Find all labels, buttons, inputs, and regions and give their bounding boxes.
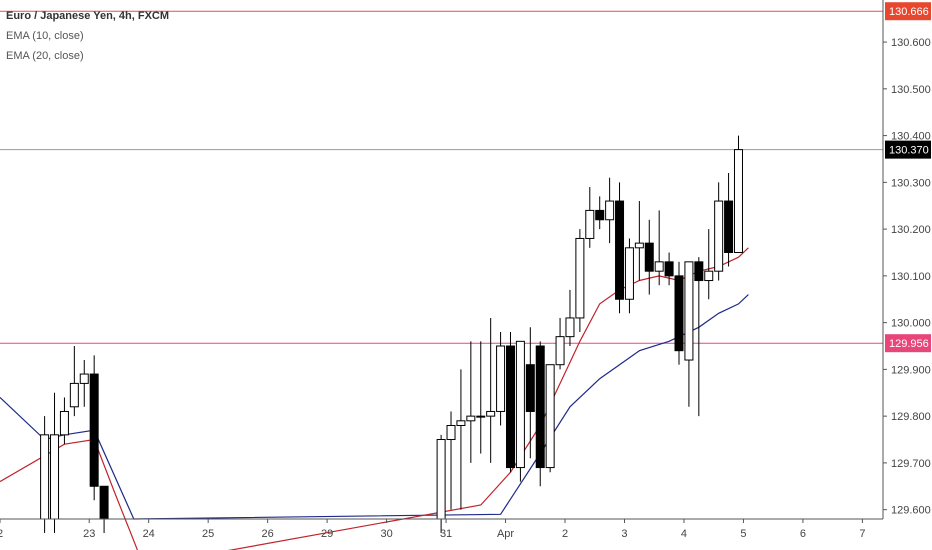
x-tick-label: 31 — [440, 528, 452, 540]
candle-body — [704, 270, 714, 282]
candle-body — [59, 410, 69, 436]
x-tick-label: 2 — [562, 528, 568, 540]
x-tick-label: 23 — [83, 528, 95, 540]
x-tick-label: Apr — [497, 528, 514, 540]
x-tick-label: 5 — [740, 528, 746, 540]
price-label-top: 130.666 — [889, 6, 929, 18]
candle-body — [50, 434, 60, 520]
candle-body — [674, 275, 684, 352]
x-tick-label: 3 — [621, 528, 627, 540]
x-tick-label: 29 — [321, 528, 333, 540]
candle-body — [714, 200, 724, 272]
x-tick-label: 4 — [681, 528, 687, 540]
y-tick-label: 130.000 — [891, 318, 931, 330]
y-tick-label: 129.900 — [891, 364, 931, 376]
candle-body — [515, 340, 525, 469]
candle-body — [69, 382, 79, 408]
candle-body — [565, 317, 575, 338]
y-tick-label: 130.400 — [891, 131, 931, 143]
candle-body — [476, 415, 486, 418]
candle-body — [694, 261, 704, 282]
candle-body — [624, 247, 634, 300]
price-label-bg-top — [885, 2, 931, 21]
y-tick-label: 130.500 — [891, 84, 931, 96]
price-label-bg-last — [885, 140, 931, 159]
x-tick-label: 6 — [800, 528, 806, 540]
candle-body — [545, 364, 555, 469]
candles — [40, 135, 743, 534]
candle-body — [466, 415, 476, 422]
legend-ema10: EMA (10, close) — [6, 30, 84, 42]
candle-body — [486, 410, 496, 417]
candle-body — [40, 434, 50, 520]
price-label-last: 130.370 — [889, 145, 929, 157]
price-label-bg-mid — [885, 334, 931, 353]
legend-ema20: EMA (20, close) — [6, 50, 84, 62]
candle-body — [555, 336, 565, 366]
x-tick-label: 25 — [202, 528, 214, 540]
x-tick-label: 26 — [262, 528, 274, 540]
candle-body — [615, 200, 625, 300]
candle-body — [79, 373, 89, 384]
candle-body — [585, 209, 595, 239]
x-tick-label: 7 — [859, 528, 865, 540]
candle-body — [605, 200, 615, 221]
candle-body — [505, 345, 515, 469]
chart-title: Euro / Japanese Yen, 4h, FXCM — [6, 10, 170, 22]
candle-body — [89, 373, 99, 487]
candle-body — [733, 149, 743, 253]
candle-body — [654, 261, 664, 272]
candle-body — [436, 439, 446, 520]
ema-lines — [0, 247, 749, 550]
candle-body — [684, 261, 694, 361]
candle-body — [664, 261, 674, 277]
candle-body — [496, 345, 506, 412]
legend: Euro / Japanese Yen, 4h, FXCM EMA (10, c… — [6, 6, 169, 66]
candle-body — [535, 345, 545, 469]
ema20-line — [0, 294, 749, 520]
y-tick-label: 130.300 — [891, 177, 931, 189]
candle-body — [446, 424, 456, 441]
candle-body — [644, 242, 654, 272]
y-tick-label: 130.600 — [891, 37, 931, 49]
y-tick-label: 129.600 — [891, 505, 931, 517]
y-tick-label: 130.200 — [891, 224, 931, 236]
candle-body — [456, 420, 466, 426]
y-tick-label: 129.700 — [891, 458, 931, 470]
candle-body — [634, 242, 644, 249]
ema10-line — [0, 247, 749, 550]
x-tick-label: 24 — [143, 528, 155, 540]
x-tick-label: 2 — [0, 528, 3, 540]
y-tick-label: 129.800 — [891, 411, 931, 423]
candle-body — [724, 200, 734, 253]
candle-body — [99, 485, 109, 520]
price-label-mid: 129.956 — [889, 338, 929, 350]
price-labels: 130.666 129.956 130.370 — [885, 2, 931, 353]
candle-body — [595, 209, 605, 221]
candle-body — [525, 364, 535, 412]
candle-body — [575, 237, 585, 319]
x-tick-label: 30 — [380, 528, 392, 540]
y-tick-label: 130.100 — [891, 271, 931, 283]
